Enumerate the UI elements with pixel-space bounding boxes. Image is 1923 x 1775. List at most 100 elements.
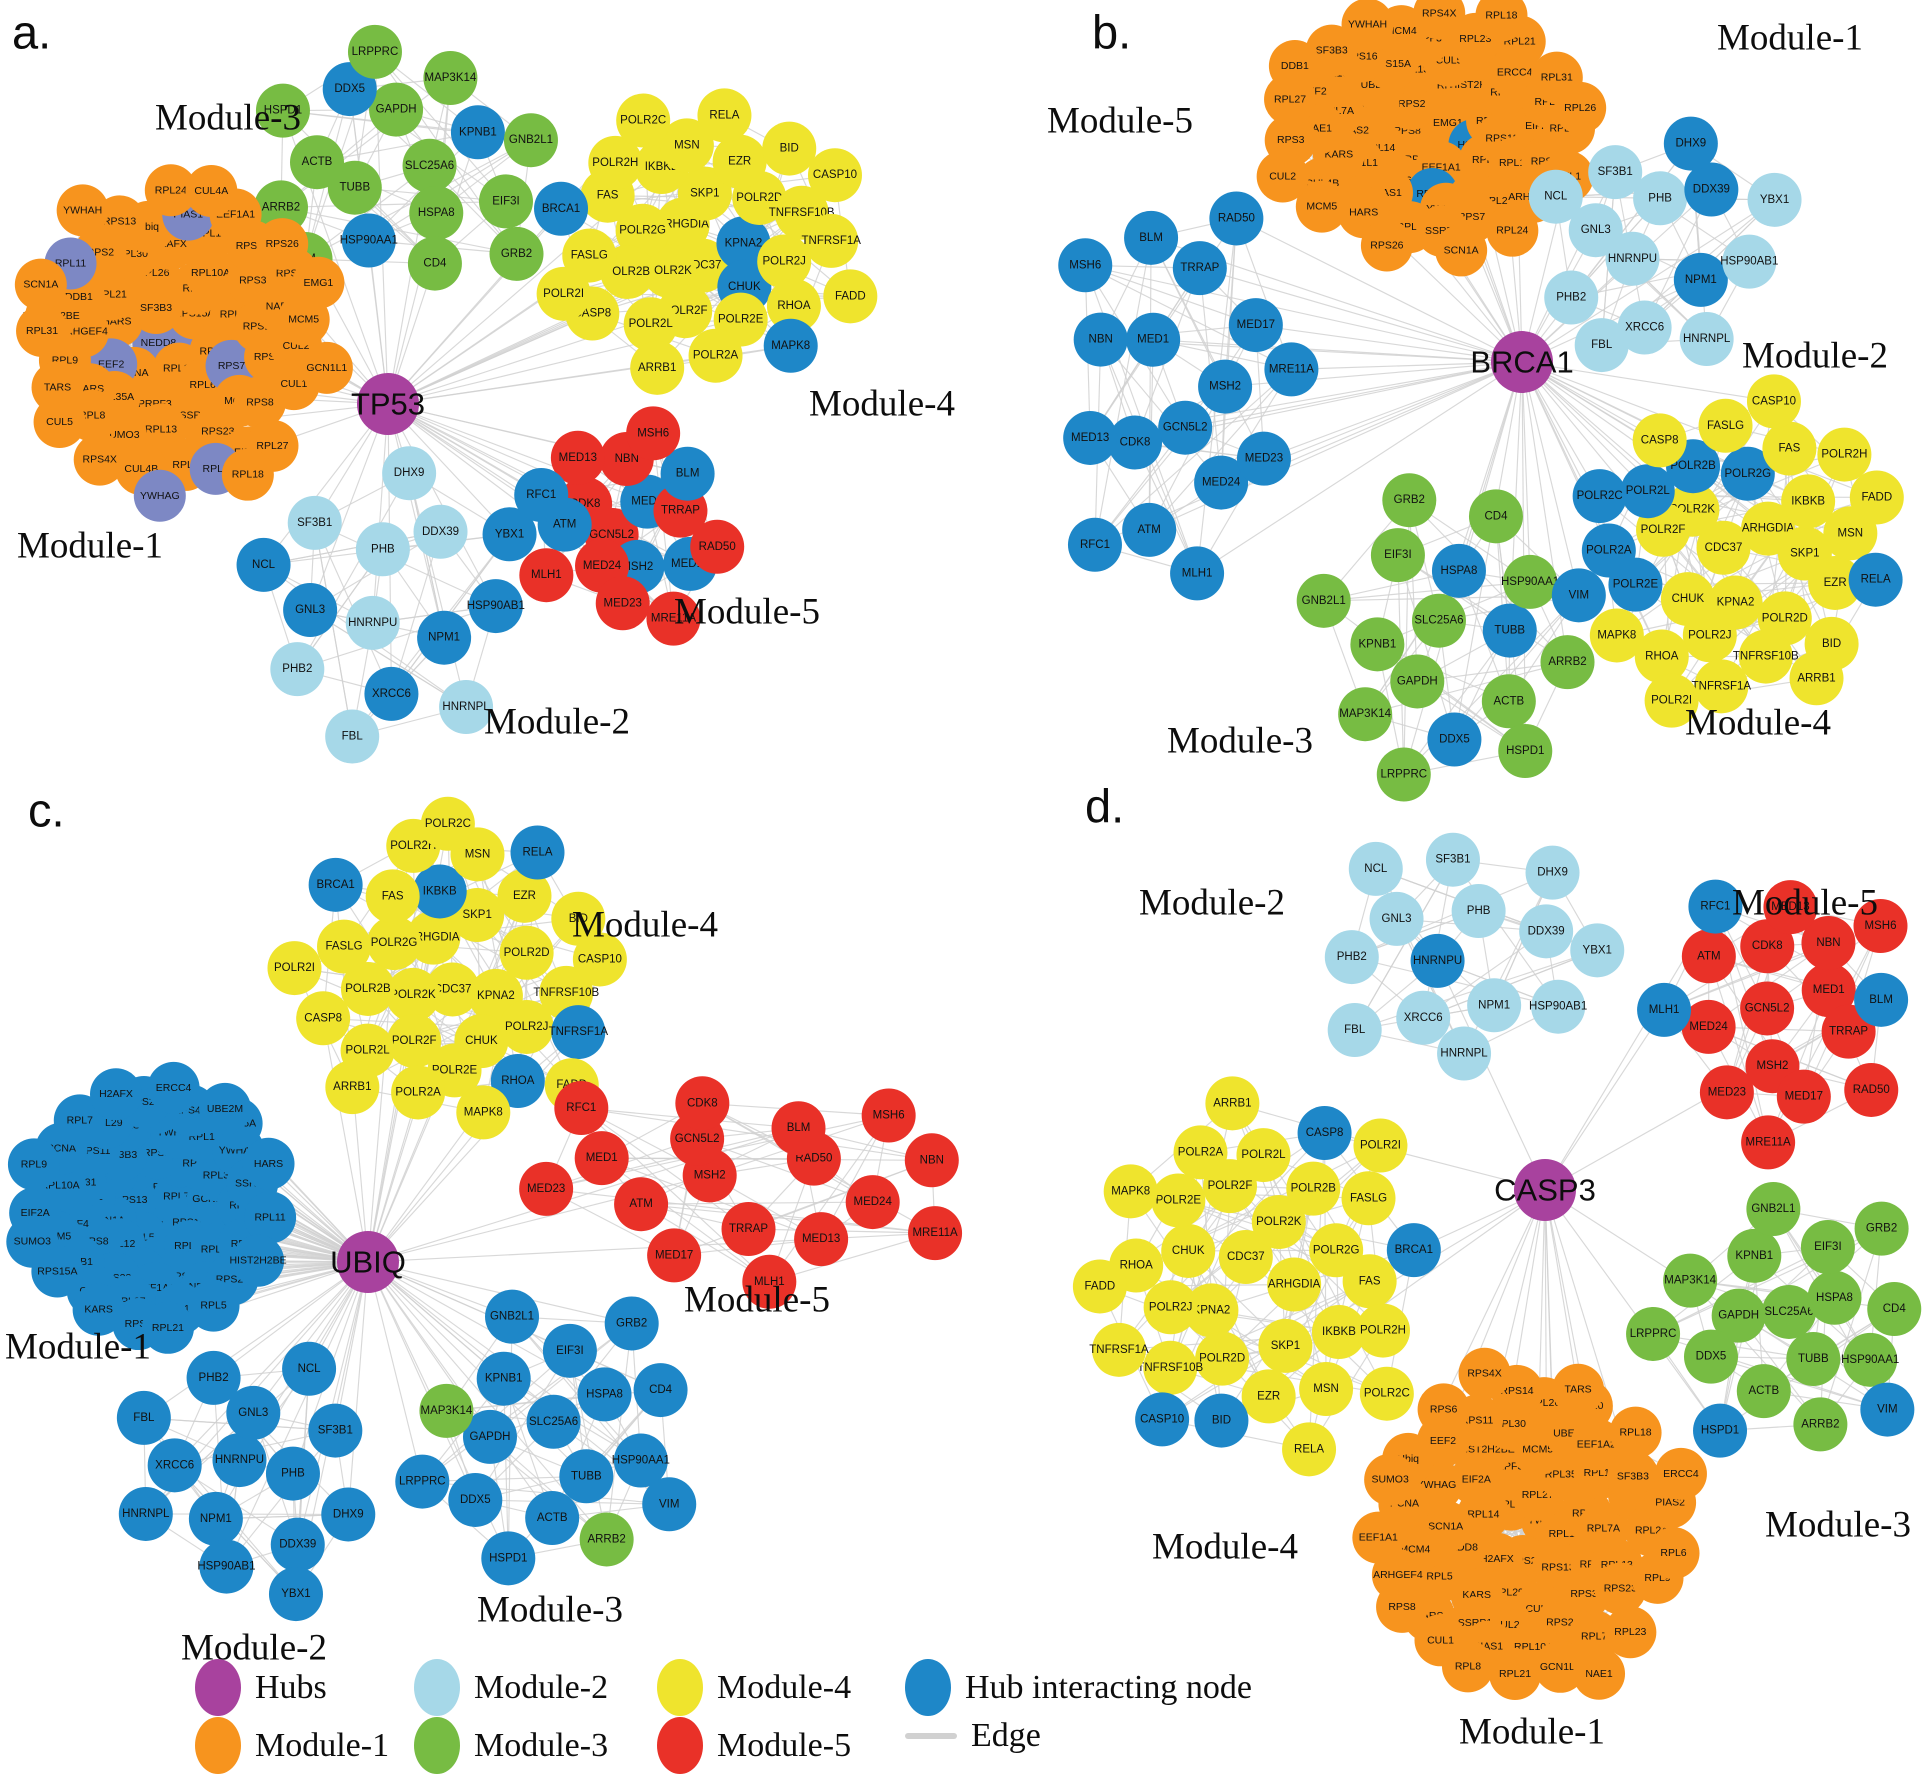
node-label-VIM: VIM: [1569, 589, 1589, 601]
nodes-layer: SLC25A6 TUBB GAPDH HSPA8 ACTB KPNB1 HSP90AA1 DD…: [6, 0, 1922, 1701]
node-label-KPNA2: KPNA2: [1717, 597, 1755, 609]
node-CASP10: [1746, 374, 1801, 429]
hub-node-CASP3: [1514, 1159, 1576, 1221]
node-ARRB2: [1793, 1397, 1848, 1452]
node-label-PHB: PHB: [371, 543, 395, 555]
node-MRE11A: [908, 1206, 963, 1261]
node-GNL3: [1568, 203, 1623, 258]
node-label-GRB2: GRB2: [501, 248, 532, 260]
node-GNB2L1: [485, 1289, 540, 1344]
node-label-ARRB1: ARRB1: [638, 362, 676, 374]
node-RPL21: [141, 1301, 194, 1354]
node-FBL: [325, 709, 380, 764]
node-label-MSH6: MSH6: [637, 427, 669, 439]
node-label-POLR2E: POLR2E: [1156, 1194, 1202, 1206]
module-label: Module-1: [1717, 18, 1863, 59]
node-label-HSPA8: HSPA8: [418, 207, 455, 219]
node-label-BRCA1: BRCA1: [1395, 1244, 1433, 1256]
module-label: Module-1: [5, 1327, 151, 1368]
node-label-SUMO3: SUMO3: [14, 1236, 52, 1248]
node-YBX1: [268, 1567, 323, 1622]
node-label-CD4: CD4: [1883, 1303, 1907, 1315]
node-label-RPL7A: RPL7A: [1587, 1523, 1620, 1535]
node-label-SCN1A: SCN1A: [23, 279, 58, 291]
node-GRB2: [1382, 473, 1437, 528]
node-POLR2C: [1572, 469, 1627, 524]
node-CDC37: [1218, 1230, 1273, 1285]
legend-label: Module-1: [255, 1726, 390, 1764]
node-label-GRB2: GRB2: [1394, 494, 1425, 506]
node-label-MAP3K14: MAP3K14: [1339, 708, 1391, 720]
node-label-EEF2: EEF2: [1430, 1435, 1456, 1447]
node-BLM: [771, 1101, 826, 1156]
node-NCL: [236, 537, 291, 592]
node-label-RPL23: RPL23: [1614, 1626, 1646, 1638]
node-label-POLR2L: POLR2L: [629, 318, 674, 330]
node-MLH1: [742, 1254, 797, 1309]
node-NAE1: [1573, 1647, 1626, 1700]
module-label: Module-2: [181, 1628, 327, 1669]
node-MED24: [845, 1175, 900, 1230]
node-HSP90AA1: [1843, 1332, 1898, 1387]
node-GAPDH: [1711, 1288, 1766, 1343]
node-label-DDX39: DDX39: [1693, 184, 1730, 196]
node-label-GNB2L1: GNB2L1: [490, 1311, 534, 1323]
node-RPL18: [1475, 0, 1528, 42]
legend-item-module-2: Module-2: [414, 1659, 608, 1716]
node-EMG1: [292, 256, 345, 309]
node-BID: [762, 121, 817, 176]
node-KPNB1: [1350, 617, 1405, 672]
node-label-NCL: NCL: [1544, 191, 1568, 203]
node-VIM: [1551, 568, 1606, 623]
node-HSPD1: [1693, 1403, 1748, 1458]
node-label-SKP1: SKP1: [462, 909, 491, 921]
node-label-POLR2E: POLR2E: [718, 314, 764, 326]
node-FAS: [1342, 1254, 1397, 1309]
node-GCN1L1: [1534, 1640, 1587, 1693]
node-label-HNRNPU: HNRNPU: [348, 617, 397, 629]
node-label-NCL: NCL: [298, 1363, 322, 1375]
node-label-XRCC6: XRCC6: [372, 688, 411, 700]
node-label-EZR: EZR: [1824, 577, 1847, 589]
node-label-DDX5: DDX5: [1439, 734, 1470, 746]
node-RPL18: [221, 448, 274, 501]
node-label-ACTB: ACTB: [302, 156, 333, 168]
node-label-CASP8: CASP8: [304, 1012, 342, 1024]
node-label-RPL21: RPL21: [1499, 1668, 1531, 1680]
node-CASP10: [1135, 1392, 1190, 1447]
node-MAPK8: [763, 318, 818, 373]
node-label-SLC25A6: SLC25A6: [405, 160, 454, 172]
node-MRE11A: [1264, 342, 1319, 397]
node-PHB: [265, 1446, 320, 1501]
node-label-UBE2M: UBE2M: [207, 1103, 243, 1115]
node-RPL31: [16, 305, 69, 358]
node-label-POLR2K: POLR2K: [1670, 504, 1716, 516]
node-label-EIF3I: EIF3I: [556, 1345, 583, 1357]
node-LRPPRC: [1626, 1306, 1681, 1361]
node-PHB2: [186, 1350, 241, 1405]
node-label-RPS8: RPS8: [1388, 1601, 1416, 1613]
node-label-EEF2: EEF2: [98, 358, 124, 370]
node-label-RPL10A: RPL10A: [191, 267, 230, 279]
legend-item-module-4: Module-4: [657, 1659, 851, 1716]
node-label-CDK8: CDK8: [687, 1097, 718, 1109]
node-label-POLR2C: POLR2C: [1577, 490, 1623, 502]
node-XRCC6: [1396, 990, 1451, 1045]
node-RELA: [510, 825, 565, 880]
node-label-MCM4: MCM4: [1386, 25, 1417, 37]
node-label-POLR2I: POLR2I: [1360, 1140, 1401, 1152]
node-label-POLR2D: POLR2D: [1199, 1353, 1245, 1365]
node-label-NCL: NCL: [252, 559, 276, 571]
node-label-RPL27: RPL27: [1274, 93, 1306, 105]
node-label-RFC1: RFC1: [526, 489, 556, 501]
node-label-CUL1: CUL1: [280, 378, 307, 390]
node-label-RELA: RELA: [709, 109, 739, 121]
node-label-PHB: PHB: [1648, 192, 1672, 204]
node-BID: [551, 891, 606, 946]
node-CDK8: [675, 1076, 730, 1131]
node-label-KPNB1: KPNB1: [1735, 1250, 1773, 1262]
node-MAP3K14: [1663, 1253, 1718, 1308]
node-label-GAPDH: GAPDH: [376, 104, 417, 116]
node-CASP10: [807, 148, 862, 203]
node-label-POLR2H: POLR2H: [390, 840, 436, 852]
